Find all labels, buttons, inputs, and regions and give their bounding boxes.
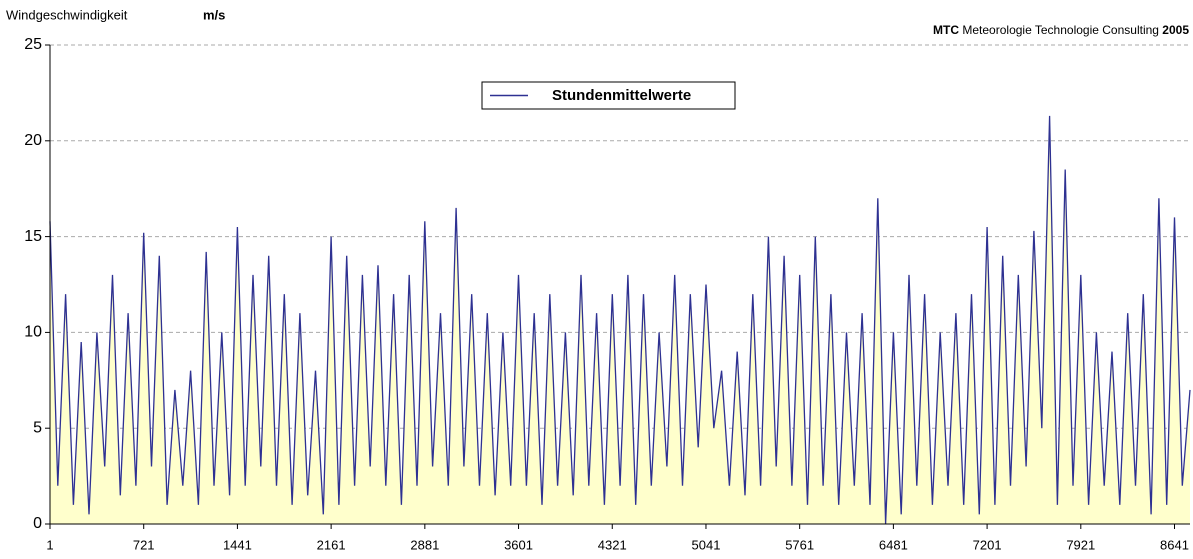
y-tick-label: 25 <box>24 36 42 53</box>
x-tick-label: 3601 <box>504 537 533 552</box>
credit: MTC Meteorologie Technologie Consulting … <box>933 23 1189 37</box>
legend-label: Stundenmittelwerte <box>552 87 691 104</box>
x-tick-label: 2161 <box>317 537 346 552</box>
y-tick-label: 20 <box>24 132 42 149</box>
x-tick-label: 6481 <box>879 537 908 552</box>
x-tick-label: 721 <box>133 537 155 552</box>
x-tick-label: 1 <box>46 537 53 552</box>
x-tick-label: 7201 <box>973 537 1002 552</box>
y-tick-label: 15 <box>24 228 42 245</box>
x-tick-label: 2881 <box>410 537 439 552</box>
credit-year: 2005 <box>1162 23 1189 37</box>
y-axis-label: Windgeschwindigkeit <box>6 7 128 22</box>
y-tick-label: 10 <box>24 324 42 341</box>
y-tick-label: 5 <box>33 419 42 436</box>
area <box>50 115 1190 525</box>
credit-text: Meteorologie Technologie Consulting <box>962 23 1159 37</box>
y-tick-label: 0 <box>33 515 42 532</box>
y-axis-unit: m/s <box>203 7 225 22</box>
x-tick-label: 7921 <box>1066 537 1095 552</box>
x-tick-label: 4321 <box>598 537 627 552</box>
line <box>49 115 1191 525</box>
x-tick-label: 8641 <box>1160 537 1189 552</box>
credit-bold: MTC <box>933 23 959 37</box>
x-tick-label: 5041 <box>692 537 721 552</box>
x-tick-label: 1441 <box>223 537 252 552</box>
x-tick-label: 5761 <box>785 537 814 552</box>
